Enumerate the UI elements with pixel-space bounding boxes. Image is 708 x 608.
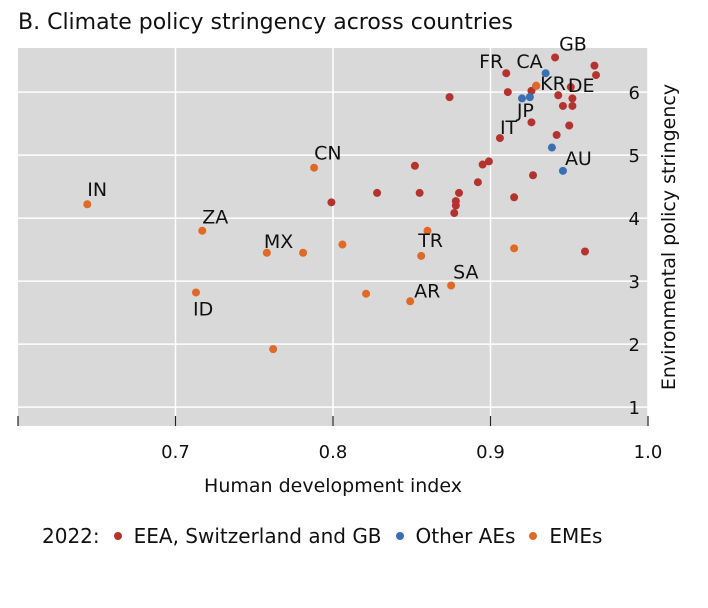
- data-point: [581, 247, 589, 256]
- data-point: [450, 209, 459, 218]
- point-label: MX: [264, 231, 293, 253]
- data-point: [568, 101, 577, 110]
- data-point: [373, 188, 382, 197]
- data-point: [565, 121, 574, 130]
- data-point: [510, 244, 519, 253]
- data-point: [445, 93, 454, 102]
- point-labels: GB FR DE IT CA JP AU KR CN IN ZA MX TR SA ID AR: [87, 33, 594, 320]
- data-point: [527, 86, 536, 95]
- point-label: IN: [87, 179, 107, 201]
- data-point: [558, 101, 567, 110]
- data-point: [532, 81, 541, 90]
- data-point: [83, 200, 92, 209]
- data-point: [262, 248, 271, 257]
- point-label: JP: [516, 100, 534, 122]
- data-point: [269, 345, 278, 354]
- point-label: FR: [479, 51, 503, 73]
- data-point: [495, 134, 504, 143]
- data-point: [327, 198, 336, 207]
- data-point: [423, 226, 432, 235]
- data-point: [592, 71, 601, 80]
- data-point: [198, 226, 207, 235]
- point-label: ZA: [202, 207, 228, 229]
- data-point: [529, 171, 538, 180]
- chart-title: B. Climate policy stringency across coun…: [18, 10, 513, 35]
- legend-label-other-aes: Other AEs: [415, 524, 516, 548]
- data-point: [410, 161, 419, 170]
- data-point: [518, 94, 526, 103]
- legend-dot-icon: [529, 532, 538, 540]
- data-point: [310, 163, 319, 172]
- point-label: AR: [414, 280, 440, 302]
- data-points: [83, 53, 601, 354]
- point-label: IT: [500, 117, 518, 139]
- point-label: ID: [193, 298, 213, 320]
- axes: 0.7 0.8 0.9 1.0 1 2 3 4 5 6: [17, 83, 663, 463]
- x-tick-label: 0.8: [319, 442, 348, 463]
- data-point: [552, 130, 561, 139]
- data-point: [415, 188, 424, 197]
- point-label: CN: [314, 143, 341, 165]
- data-point: [566, 83, 575, 92]
- legend-label-eea: EEA, Switzerland and GB: [133, 524, 382, 548]
- legend-prefix: 2022:: [42, 524, 100, 548]
- x-tick-label: 0.9: [476, 442, 505, 463]
- legend-label-emes: EMEs: [549, 524, 603, 548]
- y-axis-label: Environmental policy stringency: [658, 84, 680, 390]
- data-point: [299, 248, 308, 257]
- data-point: [502, 69, 511, 78]
- y-tick-label: 6: [629, 83, 640, 104]
- point-label: TR: [417, 230, 443, 252]
- x-tick-label: 0.7: [161, 442, 190, 463]
- point-label: GB: [559, 33, 587, 55]
- data-point: [478, 160, 487, 169]
- legend-item-emes: EMEs: [529, 524, 602, 548]
- data-point: [510, 193, 519, 202]
- point-label: AU: [565, 148, 592, 170]
- legend: 2022: EEA, Switzerland and GB Other AEs …: [42, 524, 602, 548]
- point-label: CA: [516, 51, 542, 73]
- data-point: [551, 53, 560, 62]
- legend-dot-icon: [395, 532, 404, 540]
- y-tick-label: 3: [629, 272, 640, 293]
- legend-item-other-aes: Other AEs: [395, 524, 516, 548]
- data-point: [503, 88, 512, 97]
- data-point: [451, 201, 460, 210]
- data-point: [568, 94, 577, 103]
- y-tick-label: 4: [629, 209, 640, 230]
- y-tick-label: 1: [629, 398, 640, 419]
- data-point: [541, 69, 550, 78]
- data-point: [525, 93, 534, 102]
- legend-dot-icon: [113, 532, 122, 540]
- y-tick-label: 5: [629, 146, 640, 167]
- data-point: [362, 289, 371, 298]
- data-point: [338, 240, 347, 249]
- point-label: KR: [540, 73, 566, 95]
- data-point: [406, 297, 415, 306]
- x-axis-label: Human development index: [204, 475, 462, 497]
- x-tick-label: 1.0: [634, 442, 663, 463]
- data-point: [447, 281, 456, 290]
- data-point: [417, 251, 426, 260]
- grid-lines: [18, 48, 649, 426]
- data-point: [590, 61, 599, 70]
- data-point: [554, 91, 563, 100]
- data-point: [558, 166, 567, 175]
- data-point: [191, 288, 200, 297]
- data-point: [455, 188, 463, 197]
- data-point: [547, 143, 556, 152]
- point-label: SA: [453, 262, 478, 284]
- y-tick-label: 2: [629, 335, 640, 356]
- data-point: [484, 157, 493, 166]
- data-point: [473, 178, 482, 187]
- point-label: DE: [568, 75, 595, 97]
- data-point: [527, 118, 536, 127]
- legend-item-eea: EEA, Switzerland and GB: [113, 524, 382, 548]
